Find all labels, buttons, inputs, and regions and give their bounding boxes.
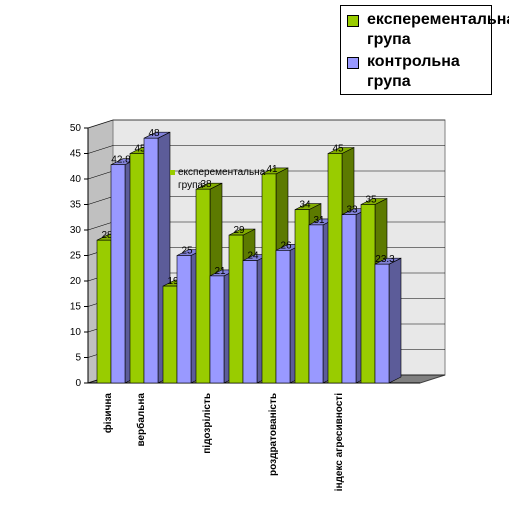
y-tick-label: 20 bbox=[70, 276, 82, 287]
data-label: 23.3 bbox=[375, 254, 395, 265]
x-tick-label: вербальна bbox=[135, 393, 147, 447]
y-tick-label: 40 bbox=[70, 174, 82, 185]
y-tick-label: 0 bbox=[75, 378, 81, 389]
bar bbox=[374, 257, 402, 384]
data-label: 48 bbox=[148, 128, 160, 139]
x-tick-label: фізична bbox=[102, 393, 114, 433]
data-label: 29 bbox=[233, 225, 245, 236]
bar-front bbox=[341, 214, 357, 384]
data-label: 21 bbox=[214, 266, 226, 277]
data-label: 19 bbox=[167, 276, 179, 287]
data-label: 24 bbox=[247, 251, 259, 262]
data-label: 26 bbox=[280, 240, 292, 251]
y-tick-label: 15 bbox=[70, 302, 82, 313]
bar-front bbox=[261, 173, 277, 384]
y-tick-label: 10 bbox=[70, 327, 82, 338]
legend-label: контрольна група bbox=[367, 53, 460, 90]
data-label: 45 bbox=[332, 144, 344, 155]
x-tick-label: індекс агресивності bbox=[334, 393, 345, 492]
bar-front bbox=[228, 234, 244, 384]
data-label: 34 bbox=[299, 200, 311, 211]
legend: експерементальна група контрольна група bbox=[340, 5, 509, 95]
data-label: 33 bbox=[346, 205, 358, 216]
data-label: 25 bbox=[181, 246, 193, 257]
legend-swatch bbox=[347, 15, 359, 27]
y-tick-label: 45 bbox=[70, 149, 82, 160]
bar-front bbox=[374, 263, 390, 384]
bar-front bbox=[195, 188, 211, 384]
grid-line bbox=[87, 145, 445, 154]
y-tick-label: 50 bbox=[70, 123, 82, 134]
x-tick-label: роздратованість bbox=[268, 393, 279, 476]
legend-swatch bbox=[170, 170, 175, 175]
bar-front bbox=[360, 204, 376, 384]
bar-front bbox=[209, 275, 225, 384]
bar-front bbox=[275, 250, 291, 384]
legend-item: контрольна група bbox=[347, 52, 485, 92]
y-tick-label: 30 bbox=[70, 225, 82, 236]
data-label: 28 bbox=[101, 230, 113, 241]
bar-front bbox=[176, 255, 192, 384]
grid-line bbox=[87, 119, 445, 129]
inner-legend: експерементальна група bbox=[170, 166, 266, 192]
bar-front bbox=[162, 285, 178, 384]
bar-front bbox=[294, 209, 310, 384]
legend-label: експерементальна група bbox=[367, 11, 509, 48]
y-tick-label: 35 bbox=[70, 200, 82, 211]
bar-front bbox=[96, 239, 112, 384]
data-label: 45 bbox=[134, 144, 146, 155]
y-tick-label: 25 bbox=[70, 251, 82, 262]
bar-front bbox=[327, 153, 343, 384]
legend-swatch bbox=[347, 57, 359, 69]
bar-front bbox=[129, 153, 145, 384]
data-label: 42.8 bbox=[111, 155, 131, 166]
legend-label: експерементальна група bbox=[178, 167, 266, 191]
data-label: 35 bbox=[365, 195, 377, 206]
y-tick-label: 5 bbox=[75, 353, 81, 364]
x-tick-label: підозрілість bbox=[202, 393, 213, 454]
bar-front bbox=[143, 137, 159, 384]
bar-front bbox=[308, 224, 324, 384]
legend-item: експерементальна група bbox=[347, 10, 509, 50]
data-label: 31 bbox=[313, 215, 325, 226]
data-label: 38 bbox=[200, 179, 212, 190]
bar-front bbox=[242, 260, 258, 384]
bar-front bbox=[110, 164, 126, 384]
bar-side bbox=[388, 257, 402, 384]
data-label: 41 bbox=[266, 164, 278, 175]
